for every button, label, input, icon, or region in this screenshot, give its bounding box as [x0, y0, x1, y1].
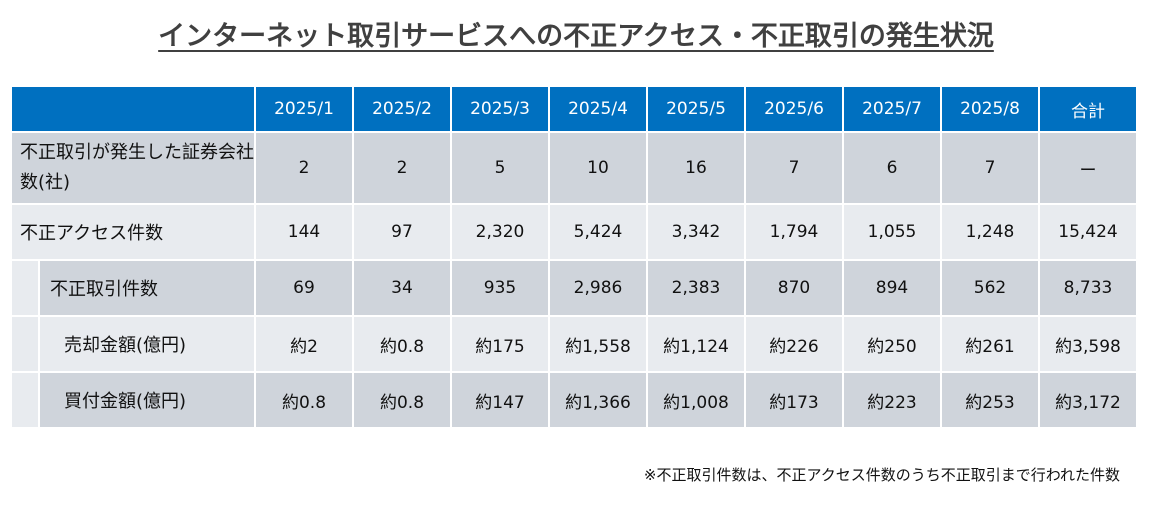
data-cell: 約147: [452, 373, 548, 427]
data-cell: 約3,598: [1040, 317, 1136, 371]
data-cell: 約1,558: [550, 317, 646, 371]
col-header: 2025/1: [256, 87, 352, 131]
data-cell: 約226: [746, 317, 842, 371]
data-cell: 935: [452, 261, 548, 315]
col-header: 2025/4: [550, 87, 646, 131]
data-cell: 1,794: [746, 205, 842, 259]
incident-table: 2025/1 2025/2 2025/3 2025/4 2025/5 2025/…: [10, 85, 1138, 429]
data-cell: 2,383: [648, 261, 744, 315]
col-header: 2025/7: [844, 87, 940, 131]
data-cell: 5: [452, 133, 548, 203]
data-cell: 34: [354, 261, 450, 315]
footnote: ※不正取引件数は、不正アクセス件数のうち不正取引まで行われた件数: [643, 466, 1120, 484]
data-cell: 約261: [942, 317, 1038, 371]
col-header: 2025/6: [746, 87, 842, 131]
data-cell: 3,342: [648, 205, 744, 259]
row-label: 不正アクセス件数: [12, 205, 254, 259]
row-label: 売却金額(億円): [40, 317, 254, 371]
data-cell: 約1,124: [648, 317, 744, 371]
data-cell: 約223: [844, 373, 940, 427]
data-cell: 約0.8: [256, 373, 352, 427]
data-cell: 2,320: [452, 205, 548, 259]
header-row: 2025/1 2025/2 2025/3 2025/4 2025/5 2025/…: [12, 87, 1136, 131]
title-text: インターネット取引サービスへの不正アクセス・不正取引の発生状況: [158, 21, 994, 52]
row-label: 買付金額(億円): [40, 373, 254, 427]
table-row: 不正アクセス件数 144 97 2,320 5,424 3,342 1,794 1,055 1,…: [12, 205, 1136, 259]
data-cell: 6: [844, 133, 940, 203]
data-cell: 1,248: [942, 205, 1038, 259]
col-header: 2025/5: [648, 87, 744, 131]
data-cell: 2,986: [550, 261, 646, 315]
data-cell: 16: [648, 133, 744, 203]
data-cell: 69: [256, 261, 352, 315]
header-corner: [12, 87, 254, 131]
data-cell: 15,424: [1040, 205, 1136, 259]
data-cell: 562: [942, 261, 1038, 315]
data-cell: ー: [1040, 133, 1136, 203]
col-header: 合計: [1040, 87, 1136, 131]
table-row: 売却金額(億円) 約2 約0.8 約175 約1,558 約1,124 約226 約250 約2…: [12, 317, 1136, 371]
row-label: 不正取引が発生した証券会社数(社): [12, 133, 254, 203]
data-cell: 7: [746, 133, 842, 203]
page-title: インターネット取引サービスへの不正アクセス・不正取引の発生状況: [0, 14, 1152, 53]
data-cell: 約3,172: [1040, 373, 1136, 427]
indent-cell: [12, 261, 38, 315]
row-label: 不正取引件数: [40, 261, 254, 315]
data-cell: 1,055: [844, 205, 940, 259]
data-cell: 2: [256, 133, 352, 203]
data-cell: 5,424: [550, 205, 646, 259]
table-row: 不正取引が発生した証券会社数(社) 2 2 5 10 16 7 6 7 ー: [12, 133, 1136, 203]
col-header: 2025/3: [452, 87, 548, 131]
col-header: 2025/8: [942, 87, 1038, 131]
data-cell: 約250: [844, 317, 940, 371]
data-cell: 2: [354, 133, 450, 203]
indent-cell: [12, 373, 38, 427]
col-header: 2025/2: [354, 87, 450, 131]
data-cell: 870: [746, 261, 842, 315]
data-cell: 約173: [746, 373, 842, 427]
data-cell: 約0.8: [354, 373, 450, 427]
data-cell: 7: [942, 133, 1038, 203]
data-cell: 約0.8: [354, 317, 450, 371]
data-cell: 10: [550, 133, 646, 203]
table-row: 不正取引件数 69 34 935 2,986 2,383 870 894 562 8,733: [12, 261, 1136, 315]
data-cell: 97: [354, 205, 450, 259]
data-cell: 約253: [942, 373, 1038, 427]
indent-cell: [12, 317, 38, 371]
data-cell: 8,733: [1040, 261, 1136, 315]
data-cell: 144: [256, 205, 352, 259]
table-row: 買付金額(億円) 約0.8 約0.8 約147 約1,366 約1,008 約173 約223…: [12, 373, 1136, 427]
data-cell: 約2: [256, 317, 352, 371]
data-cell: 約1,366: [550, 373, 646, 427]
data-cell: 約1,008: [648, 373, 744, 427]
data-cell: 894: [844, 261, 940, 315]
data-cell: 約175: [452, 317, 548, 371]
